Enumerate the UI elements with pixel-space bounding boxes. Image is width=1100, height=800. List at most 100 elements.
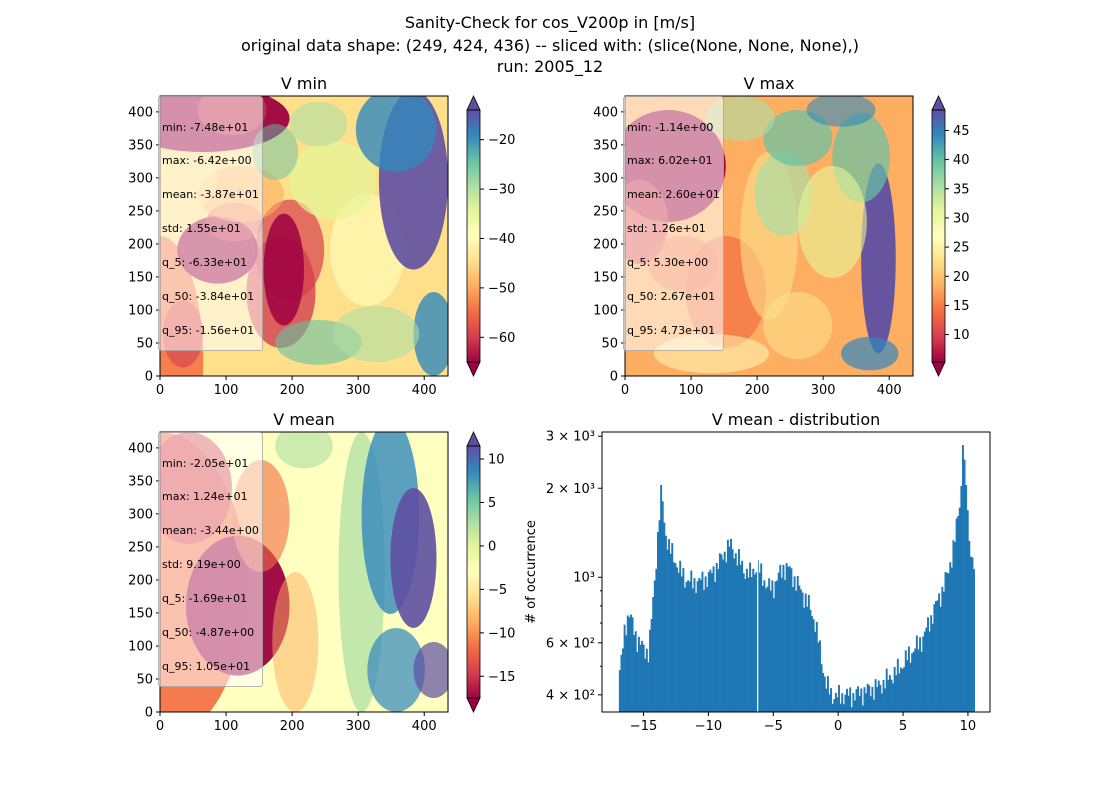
histogram-bar	[939, 606, 942, 712]
histogram-bar	[639, 644, 642, 712]
histogram-bar	[942, 591, 945, 712]
x-tick-label: 200	[280, 383, 305, 398]
histogram-bar	[788, 566, 791, 712]
colorbar-frame	[466, 445, 481, 699]
histogram-bar	[690, 570, 693, 712]
histogram-bar	[642, 644, 645, 712]
x-tick-label: −10	[695, 719, 722, 734]
histogram-bar	[917, 649, 920, 712]
histogram-bar	[868, 685, 871, 712]
histogram-bar	[758, 572, 761, 712]
histogram-bar	[704, 576, 707, 712]
histogram-bar	[909, 662, 912, 712]
histogram-bar	[960, 485, 963, 712]
histogram-bar	[801, 592, 804, 712]
heatmap-region	[754, 152, 813, 236]
histogram-bar	[772, 598, 775, 712]
histogram-bar	[904, 650, 907, 712]
stat-mean: mean: -3.87e+01	[162, 188, 259, 202]
histogram-bar	[938, 593, 941, 712]
histogram-bar	[696, 581, 699, 712]
x-tick-label: 300	[346, 383, 371, 398]
histogram-bar	[852, 693, 855, 712]
y-tick-label: 350	[593, 138, 618, 153]
histogram-bar	[628, 617, 631, 712]
histogram-bar	[954, 542, 956, 712]
stats-box-vmean: min: -2.05e+01 max: 1.24e+01 mean: -3.44…	[158, 432, 263, 687]
histogram-bar	[831, 703, 834, 712]
histogram-bar	[644, 658, 647, 712]
histogram-bar	[664, 535, 667, 712]
colorbar-vmin: −60 −50 −40 −30 −20	[466, 95, 515, 377]
colorbar-tick-label: 10	[953, 328, 970, 343]
figure-title-line-3: run: 2005_12	[496, 57, 604, 76]
colorbar-extend-max	[931, 95, 946, 111]
heatmap-region	[289, 101, 348, 147]
histogram-ylabel: # of occurrence	[524, 520, 539, 624]
histogram-bar	[745, 568, 748, 712]
histogram-bar	[784, 579, 787, 712]
histogram-bar	[817, 642, 820, 712]
histogram-bar	[965, 485, 968, 712]
colorbar-tick-label: −5	[488, 583, 507, 598]
histogram-bar	[750, 577, 753, 712]
y-tick-label: 0	[145, 370, 153, 385]
histogram-bar	[919, 637, 922, 712]
histogram-bar	[849, 687, 852, 712]
histogram-bar	[787, 566, 790, 712]
histogram-bar	[879, 684, 882, 712]
heatmap-region	[367, 628, 425, 712]
y-tick-label: 300	[593, 171, 618, 186]
histogram-bar	[645, 648, 648, 712]
histogram-bar	[779, 564, 782, 712]
colorbar-tick-label: −15	[488, 670, 515, 685]
y-tick-label: 150	[128, 606, 153, 621]
x-tick-label: 100	[679, 383, 704, 398]
histogram-bar	[911, 653, 914, 712]
stat-max: max: 1.24e+01	[162, 490, 248, 504]
histogram-bar	[952, 540, 955, 712]
colorbar-tick-label: 5	[488, 496, 496, 511]
histogram-bar	[836, 697, 839, 712]
histogram-bar	[936, 600, 939, 712]
stat-q95: q_95: 1.05e+01	[162, 659, 251, 673]
y-tick-label: 150	[128, 270, 153, 285]
histogram-bar	[682, 568, 685, 712]
histogram-bar	[896, 658, 899, 712]
histogram-bar	[820, 664, 823, 712]
histogram-bar	[795, 590, 798, 712]
y-tick-label: 350	[128, 138, 153, 153]
histogram-bar	[793, 576, 796, 712]
histogram-bar	[880, 693, 883, 712]
histogram-bar	[698, 577, 701, 712]
histogram-bar	[798, 585, 801, 712]
histogram-bar	[855, 689, 858, 712]
histogram-bar	[898, 673, 901, 712]
y-tick-label: 2 × 10³	[546, 482, 595, 497]
histogram-bar	[907, 646, 910, 712]
x-tick-label: −15	[630, 719, 657, 734]
histogram-bar	[761, 585, 764, 712]
y-tick-label: 100	[128, 639, 153, 654]
histogram-bar	[734, 553, 737, 712]
histogram-bar	[637, 636, 640, 712]
x-tick-label: −5	[764, 719, 783, 734]
histogram-bar	[895, 675, 898, 712]
histogram-bars	[618, 432, 976, 712]
histogram-bar	[925, 627, 928, 712]
histogram-bar	[776, 580, 779, 712]
histogram-bar	[901, 668, 904, 712]
histogram-bar	[785, 563, 788, 712]
histogram-bar	[823, 676, 826, 712]
histogram-bar	[631, 617, 634, 712]
stat-q5: q_5: -1.69e+01	[162, 592, 248, 606]
histogram-bar	[763, 580, 766, 712]
x-tick-label: 300	[346, 719, 371, 734]
stat-q5: q_5: -6.33e+01	[162, 256, 248, 270]
histogram-bar	[803, 607, 806, 712]
stat-mean: mean: -3.44e+00	[162, 524, 259, 538]
colorbar-tick-label: 40	[953, 153, 970, 168]
heatmap-region	[275, 432, 333, 469]
heatmap-region	[413, 292, 448, 376]
histogram-bar	[752, 568, 755, 712]
